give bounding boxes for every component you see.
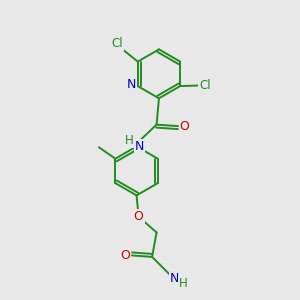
Text: H: H xyxy=(179,277,188,290)
Text: Cl: Cl xyxy=(200,79,211,92)
Text: O: O xyxy=(134,210,144,224)
Text: N: N xyxy=(135,140,144,153)
Text: N: N xyxy=(169,272,179,285)
Text: O: O xyxy=(120,249,130,262)
Text: N: N xyxy=(127,78,136,91)
Text: O: O xyxy=(180,120,190,133)
Text: Cl: Cl xyxy=(111,37,123,50)
Text: H: H xyxy=(124,134,133,147)
